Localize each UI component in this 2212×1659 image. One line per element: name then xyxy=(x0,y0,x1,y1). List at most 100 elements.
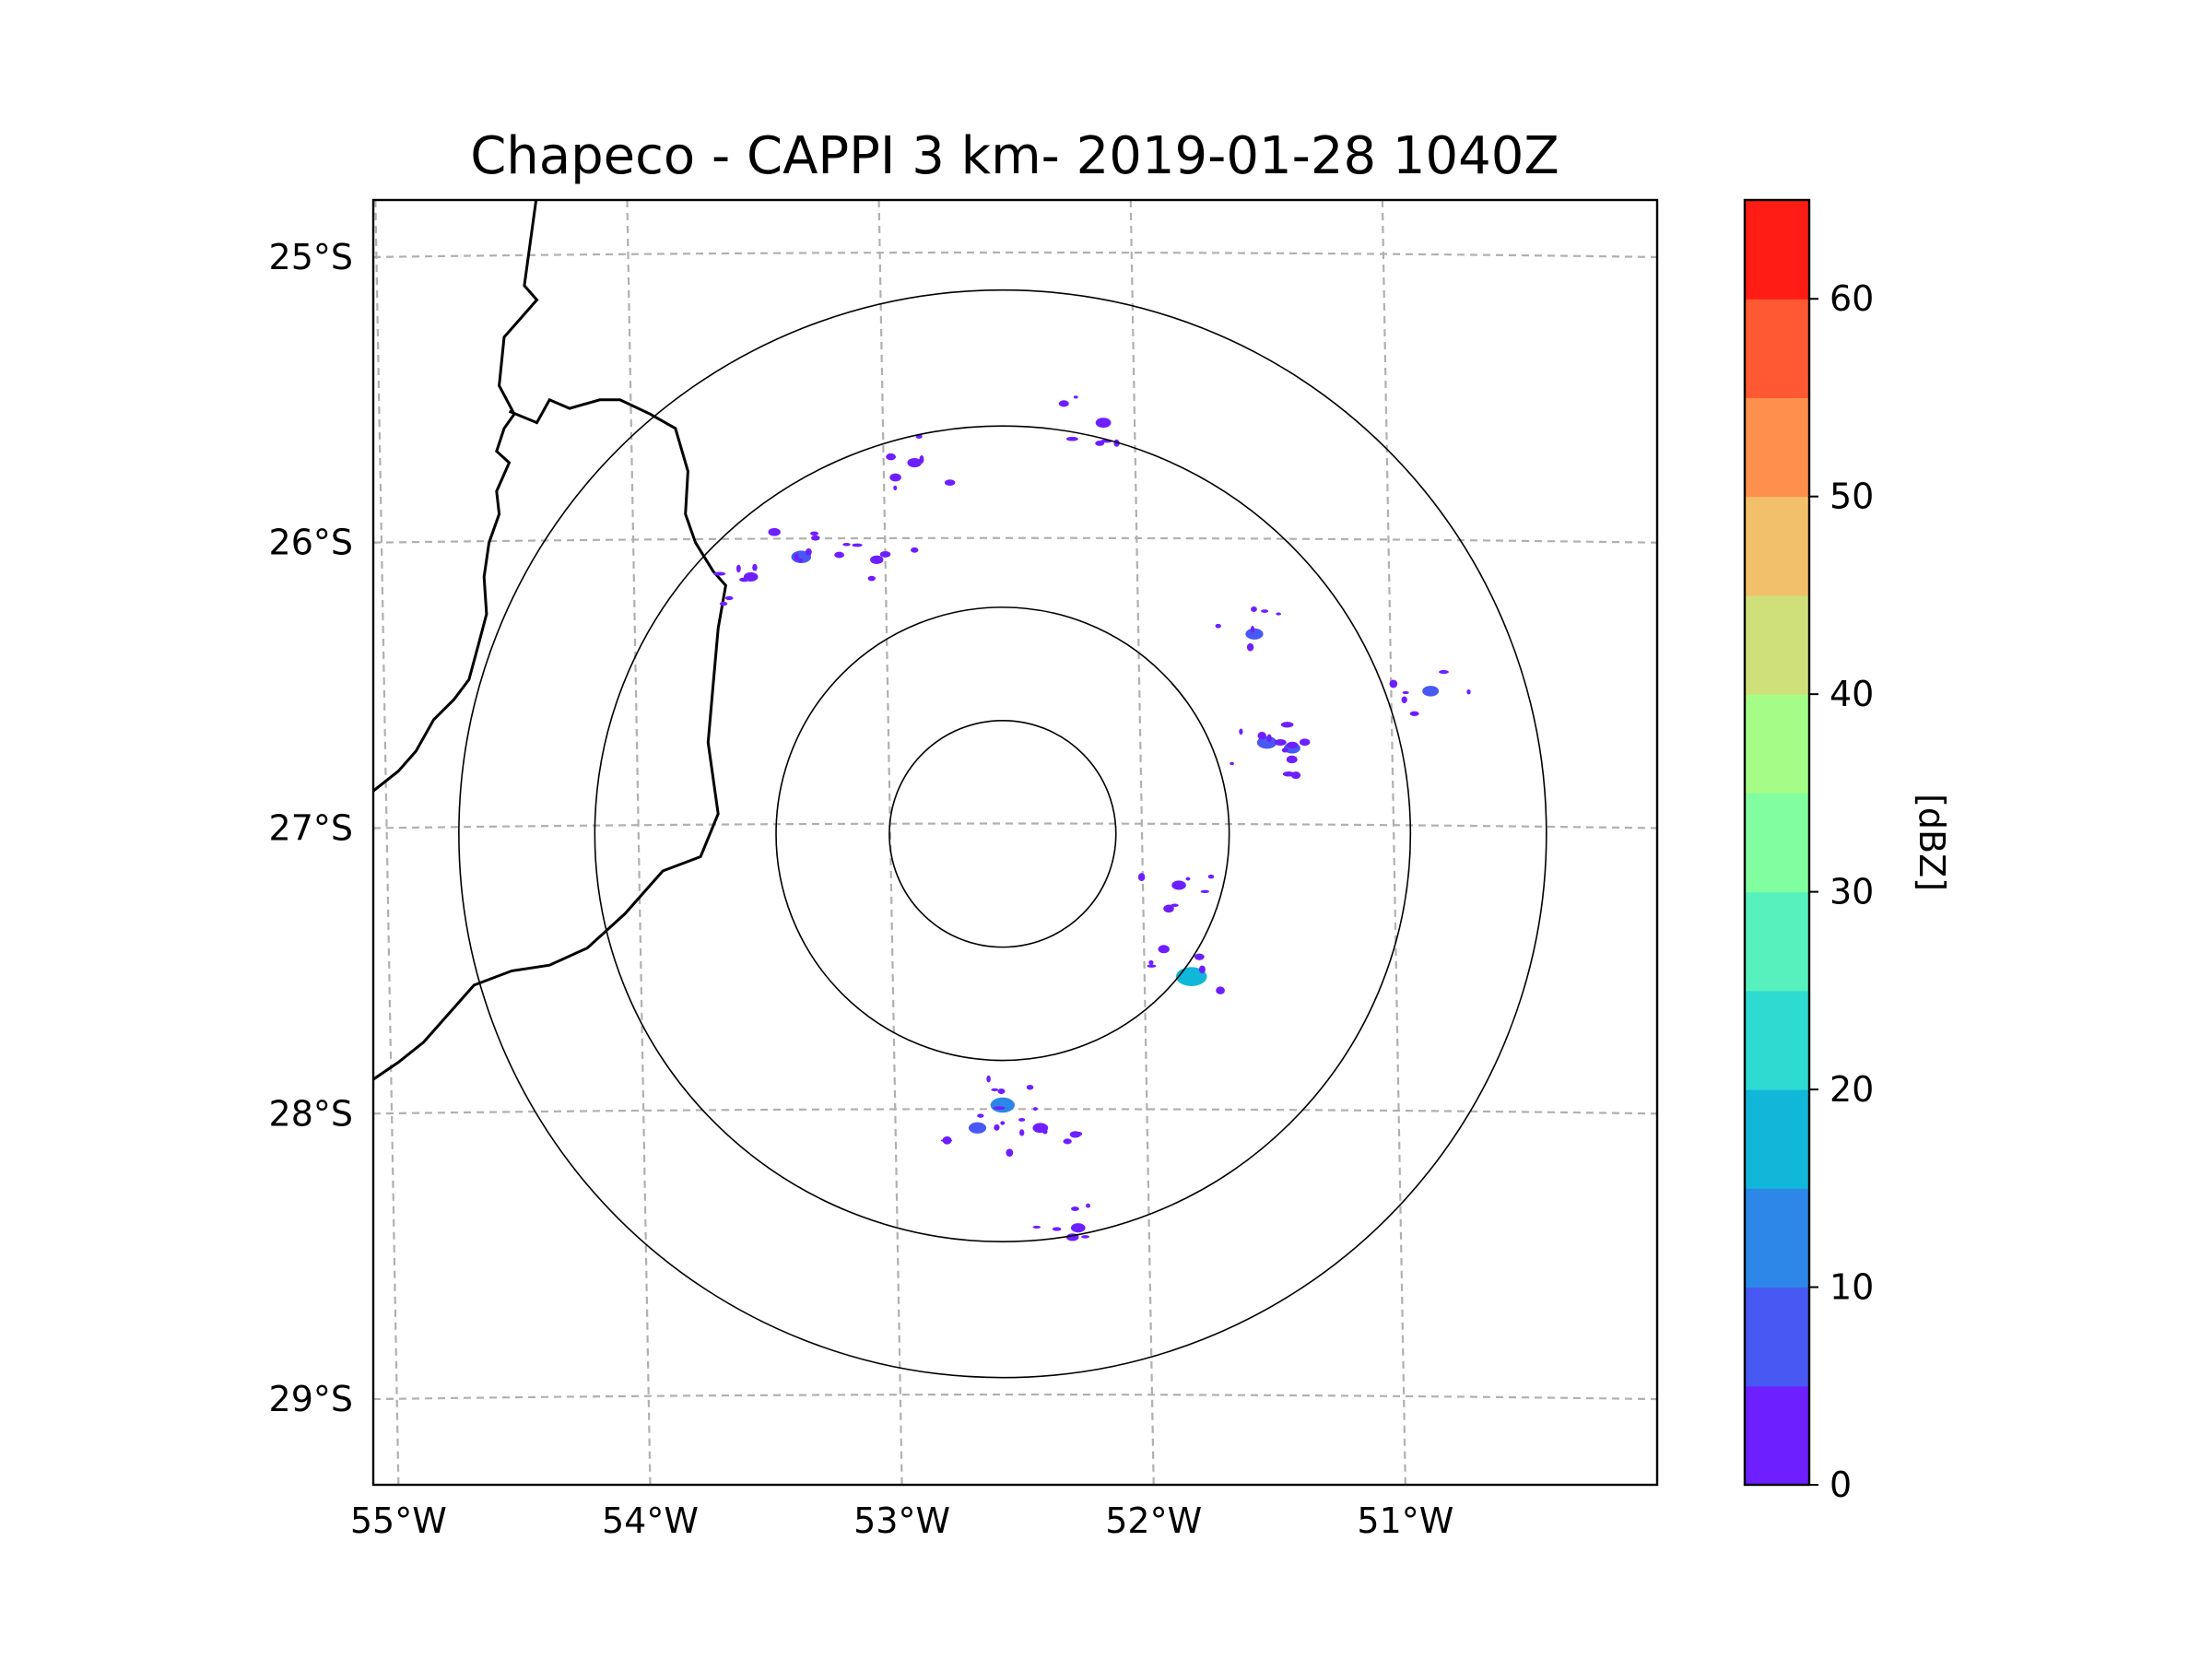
plot-background xyxy=(373,200,1657,1485)
colorbar-tick-label: 50 xyxy=(1830,477,1874,517)
echo-speckle xyxy=(886,453,897,461)
echo-speckle xyxy=(1251,606,1257,612)
echo-speckle xyxy=(1261,609,1269,613)
echo-cell xyxy=(1245,628,1264,640)
chart-title: Chapeco - CAPPI 3 km- 2019-01-28 1040Z xyxy=(470,126,1559,186)
echo-speckle xyxy=(1198,965,1206,974)
echo-cell xyxy=(1422,686,1440,697)
echo-speckle xyxy=(1250,625,1255,633)
echo-cell xyxy=(1171,880,1186,890)
echo-speckle xyxy=(1239,728,1243,735)
range-ring xyxy=(775,606,1230,1062)
echo-speckle xyxy=(977,1113,984,1118)
echo-speckle xyxy=(1389,679,1398,688)
echo-speckle xyxy=(842,542,851,547)
echo-speckle xyxy=(1290,771,1301,780)
echo-speckle xyxy=(1185,877,1191,881)
echo-speckle xyxy=(1280,722,1294,728)
echo-speckle xyxy=(1018,1117,1026,1122)
echo-speckle xyxy=(834,551,844,559)
echo-speckle xyxy=(867,575,877,582)
echo-speckle xyxy=(1042,1129,1048,1135)
echo-speckle xyxy=(1216,986,1225,994)
echo-speckle xyxy=(1200,889,1210,893)
echo-cell xyxy=(907,457,923,468)
echo-speckle xyxy=(889,473,901,482)
echo-speckle xyxy=(879,550,891,558)
echo-speckle xyxy=(1058,400,1069,407)
border-line xyxy=(373,200,539,793)
echo-speckle xyxy=(1266,734,1272,743)
echo-speckle xyxy=(994,1124,1000,1131)
echo-speckle xyxy=(1081,1235,1090,1239)
echo-speckle xyxy=(1402,690,1409,695)
echo-speckle xyxy=(811,535,820,541)
echo-speckle xyxy=(1286,741,1299,749)
echo-speckle xyxy=(1246,642,1254,652)
y-tick-label: 25°S xyxy=(269,237,353,277)
colorbar-segments xyxy=(1745,200,1809,1486)
border-line xyxy=(373,397,728,1081)
x-tick-label: 51°W xyxy=(1357,1500,1453,1541)
echo-speckle xyxy=(997,1088,1006,1095)
y-tick-label: 29°S xyxy=(269,1379,353,1419)
plot-content xyxy=(373,200,1657,1485)
x-tick-label: 52°W xyxy=(1105,1500,1202,1541)
echo-speckle xyxy=(1215,623,1221,629)
echo-speckle xyxy=(1230,761,1234,766)
echo-speckle xyxy=(1281,747,1288,753)
colorbar-ticks: 0 10 20 30 40 50 60 xyxy=(1809,278,1874,1505)
colorbar-tick-label: 60 xyxy=(1830,278,1874,319)
colorbar-tick-label: 0 xyxy=(1830,1465,1852,1505)
colorbar-label: [dBZ] xyxy=(1912,794,1952,891)
echo-speckle xyxy=(1194,953,1205,960)
echo-speckle xyxy=(1032,1225,1041,1229)
echo-speckle xyxy=(1071,1206,1079,1212)
echo-speckle xyxy=(797,558,804,563)
echo-speckle xyxy=(805,548,812,556)
colorbar-tick-label: 10 xyxy=(1830,1267,1874,1308)
colorbar-segment xyxy=(1745,1385,1809,1486)
echo-speckle xyxy=(1163,904,1174,913)
country-borders xyxy=(373,200,728,1081)
map-area xyxy=(371,198,1659,1487)
echo-speckle xyxy=(1086,1203,1090,1208)
echo-cell xyxy=(870,555,884,565)
echo-speckle xyxy=(1158,945,1170,954)
echo-speckle xyxy=(1147,964,1157,968)
echo-speckle xyxy=(919,454,924,464)
echo-speckle xyxy=(739,577,749,582)
echo-speckle xyxy=(1401,696,1407,703)
echo-speckle xyxy=(991,1088,999,1091)
echo-speckle xyxy=(1000,1121,1006,1125)
echo-speckle xyxy=(1439,670,1449,675)
echo-speckle xyxy=(768,527,781,536)
colorbar: 0 10 20 30 40 50 60 [dBZ] xyxy=(1743,198,1952,1505)
echo-speckle xyxy=(1286,755,1298,764)
echo-speckle xyxy=(1274,738,1287,747)
echo-speckle xyxy=(944,479,956,487)
echo-cell xyxy=(1175,967,1207,986)
colorbar-segment xyxy=(1745,793,1809,893)
echo-speckle xyxy=(1026,1084,1034,1090)
colorbar-segment xyxy=(1745,891,1809,992)
colorbar-tick-label: 40 xyxy=(1830,674,1874,714)
colorbar-segment xyxy=(1745,299,1809,398)
range-ring xyxy=(594,425,1412,1242)
y-tick-label: 28°S xyxy=(269,1093,353,1134)
echo-speckle xyxy=(1409,711,1419,716)
echo-speckle xyxy=(712,571,726,576)
echo-speckle xyxy=(1257,731,1266,740)
echo-speckle xyxy=(1065,436,1078,441)
echo-speckle xyxy=(1148,959,1154,965)
colorbar-segment xyxy=(1745,1089,1809,1189)
colorbar-segment xyxy=(1745,594,1809,695)
echo-cell xyxy=(1095,418,1112,429)
echo-speckle xyxy=(852,543,863,547)
echo-cell xyxy=(1070,1223,1086,1233)
echo-speckle xyxy=(1032,1107,1038,1112)
echo-speckle xyxy=(1073,395,1078,399)
x-tick-label: 55°W xyxy=(350,1500,447,1541)
plot-frame xyxy=(371,198,1659,1487)
